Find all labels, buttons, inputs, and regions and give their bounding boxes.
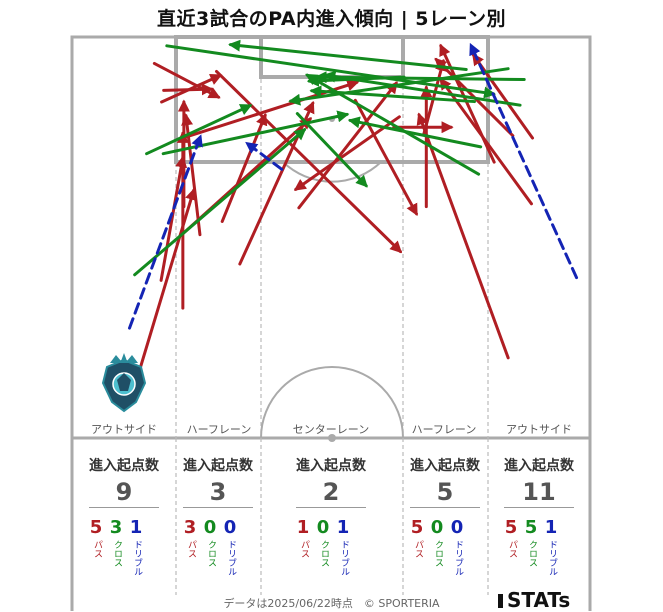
stat-divider bbox=[410, 507, 480, 508]
cross-arrow bbox=[347, 116, 483, 149]
stats-logo: STATs bbox=[498, 588, 570, 612]
cross-arrow bbox=[323, 70, 522, 107]
stat-pass-label: パス bbox=[92, 540, 102, 558]
page-title: 直近3試合のPA内進入傾向 | 5レーン別 bbox=[156, 8, 507, 30]
stat-heading: 進入起点数 bbox=[504, 458, 574, 474]
cross-arrow bbox=[295, 112, 368, 188]
stat-pass-label: パス bbox=[413, 540, 423, 558]
lane-label-outside-left: アウトサイド bbox=[91, 423, 157, 436]
stat-breakdown: 5 パス 0 クロス 0 ドリブル bbox=[400, 517, 490, 579]
stat-dribble-count: 0 bbox=[223, 517, 237, 538]
stat-dribble-label: ドリブル bbox=[226, 540, 236, 576]
pass-arrow bbox=[159, 155, 188, 282]
stat-cross-count: 0 bbox=[316, 517, 330, 538]
stat-divider bbox=[183, 507, 253, 508]
stat-divider bbox=[504, 507, 574, 508]
stat-total: 2 bbox=[322, 478, 340, 506]
stat-heading: 進入起点数 bbox=[183, 458, 253, 474]
stat-total: 9 bbox=[115, 478, 133, 506]
dribble-arrow bbox=[245, 141, 284, 171]
stat-total: 11 bbox=[522, 478, 556, 506]
stat-heading: 進入起点数 bbox=[410, 458, 480, 474]
cross-arrow bbox=[145, 104, 253, 156]
stat-cross-count: 0 bbox=[203, 517, 217, 538]
pass-arrow bbox=[353, 98, 418, 216]
stat-dribble-count: 1 bbox=[544, 517, 558, 538]
stat-breakdown: 3 パス 0 クロス 0 ドリブル bbox=[173, 517, 263, 579]
stat-dribble-count: 1 bbox=[129, 517, 143, 538]
center-circle bbox=[260, 366, 404, 439]
stat-cross-label: クロス bbox=[206, 540, 216, 567]
stat-divider bbox=[89, 507, 159, 508]
cross-arrow bbox=[165, 44, 497, 99]
cross-arrow bbox=[288, 67, 510, 106]
pass-arrow bbox=[297, 81, 398, 210]
cross-arrow bbox=[228, 39, 468, 71]
stat-breakdown: 1 パス 0 クロス 1 ドリブル bbox=[286, 517, 376, 579]
center-spot bbox=[328, 434, 336, 442]
stat-pass-count: 5 bbox=[89, 517, 103, 538]
arrow-layer bbox=[127, 39, 579, 375]
pass-arrow bbox=[160, 73, 223, 104]
team-crest-icon bbox=[101, 353, 147, 413]
stat-cross-count: 3 bbox=[109, 517, 123, 538]
stat-total: 3 bbox=[209, 478, 227, 506]
cross-arrow bbox=[309, 85, 476, 104]
logo-bar-icon bbox=[498, 594, 503, 608]
cross-arrow bbox=[305, 73, 481, 176]
stat-heading: 進入起点数 bbox=[89, 458, 159, 474]
stat-dribble-label: ドリブル bbox=[453, 540, 463, 576]
stat-dribble-count: 1 bbox=[336, 517, 350, 538]
dribble-arrow bbox=[469, 42, 579, 280]
stat-cross-count: 0 bbox=[430, 517, 444, 538]
stat-dribble-label: ドリブル bbox=[547, 540, 557, 576]
stat-pass-count: 5 bbox=[504, 517, 518, 538]
lane-label-halfspace-right: ハーフレーン bbox=[411, 423, 477, 436]
pass-arrow bbox=[152, 61, 221, 99]
stat-dribble-label: ドリブル bbox=[132, 540, 142, 576]
pass-arrow bbox=[293, 115, 401, 191]
lane-label-center: センターレーン bbox=[292, 423, 370, 436]
stat-total: 5 bbox=[436, 478, 454, 506]
pass-arrow bbox=[215, 69, 403, 254]
stat-pass-count: 3 bbox=[183, 517, 197, 538]
lane-label-outside-right: アウトサイド bbox=[506, 423, 572, 436]
pass-arrow bbox=[416, 112, 510, 360]
stat-pass-label: パス bbox=[299, 540, 309, 558]
stat-breakdown: 5 パス 5 クロス 1 ドリブル bbox=[494, 517, 584, 579]
lane-label-halfspace-left: ハーフレーン bbox=[186, 423, 252, 436]
stat-cross-label: クロス bbox=[319, 540, 329, 567]
stat-cross-count: 5 bbox=[524, 517, 538, 538]
stat-heading: 進入起点数 bbox=[296, 458, 366, 474]
pass-arrow bbox=[137, 187, 197, 375]
cross-arrow bbox=[314, 71, 526, 84]
stat-pass-count: 5 bbox=[410, 517, 424, 538]
stat-pass-count: 1 bbox=[296, 517, 310, 538]
footer-credit: データは2025/06/22時点 © SPORTERIA bbox=[223, 597, 440, 610]
dribble-arrow bbox=[127, 134, 203, 330]
stat-dribble-count: 0 bbox=[450, 517, 464, 538]
stat-cross-label: クロス bbox=[433, 540, 443, 567]
logo-text: STATs bbox=[507, 588, 571, 612]
stat-dribble-label: ドリブル bbox=[339, 540, 349, 576]
cross-arrow bbox=[133, 128, 307, 277]
penalty-arc bbox=[282, 161, 382, 183]
stat-cross-label: クロス bbox=[527, 540, 537, 567]
stat-cross-label: クロス bbox=[112, 540, 122, 567]
pitch-outline bbox=[70, 35, 592, 440]
stat-divider bbox=[296, 507, 366, 508]
stat-breakdown: 5 パス 3 クロス 1 ドリブル bbox=[79, 517, 169, 579]
stat-pass-label: パス bbox=[186, 540, 196, 558]
stat-pass-label: パス bbox=[507, 540, 517, 558]
